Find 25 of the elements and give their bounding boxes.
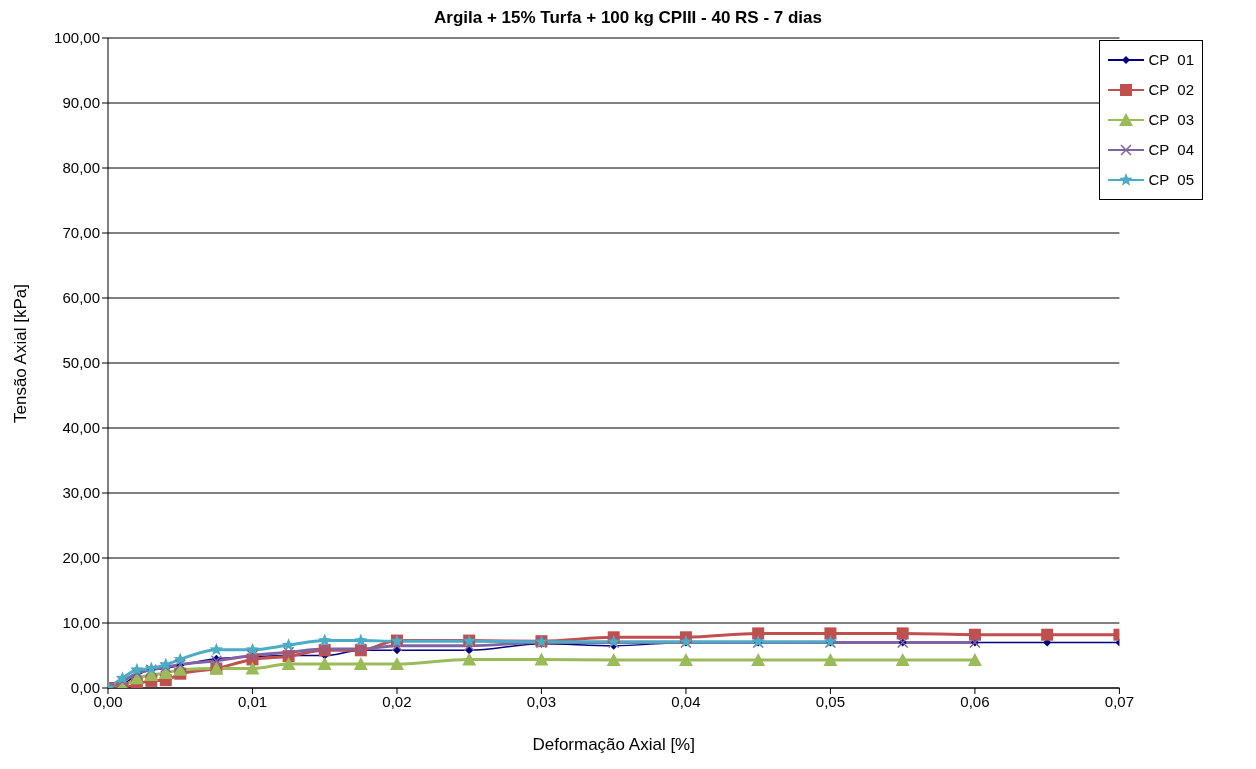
x-axis-title: Deformação Axial [%] (532, 735, 695, 754)
y-tick-label: 20,00 (62, 549, 100, 567)
x-tick-label: 0,04 (671, 692, 701, 710)
y-tick-label: 80,00 (62, 159, 100, 177)
chart-title: Argila + 15% Turfa + 100 kg CPIII - 40 RS - 7 dias (433, 8, 823, 28)
y-tick-label: 10,00 (62, 614, 100, 632)
y-tick-label: 100,00 (54, 29, 100, 47)
y-axis-title: Tensão Axial [kPa] (11, 284, 31, 423)
y-tick-label: 60,00 (62, 289, 100, 307)
y-tick-label: 30,00 (62, 484, 100, 502)
legend-label: CP 02 (1148, 80, 1194, 100)
x-tick-label: 0,07 (1104, 692, 1135, 710)
x-tick-label: 0,05 (815, 692, 846, 710)
y-tick-label: 90,00 (62, 94, 100, 112)
x-tick-label: 0,02 (382, 692, 412, 710)
x-tick-label: 0,01 (237, 692, 268, 710)
y-tick-label: 50,00 (62, 354, 100, 372)
x-tick-label: 0,03 (526, 692, 557, 710)
x-tick-label: 0,06 (960, 692, 990, 710)
y-tick-label: 40,00 (62, 419, 100, 437)
legend-label: CP 01 (1148, 50, 1194, 70)
legend-label: CP 04 (1148, 140, 1194, 160)
legend-label: CP 05 (1148, 170, 1194, 190)
y-tick-label: 70,00 (62, 224, 100, 242)
legend-label: CP 03 (1148, 110, 1194, 130)
